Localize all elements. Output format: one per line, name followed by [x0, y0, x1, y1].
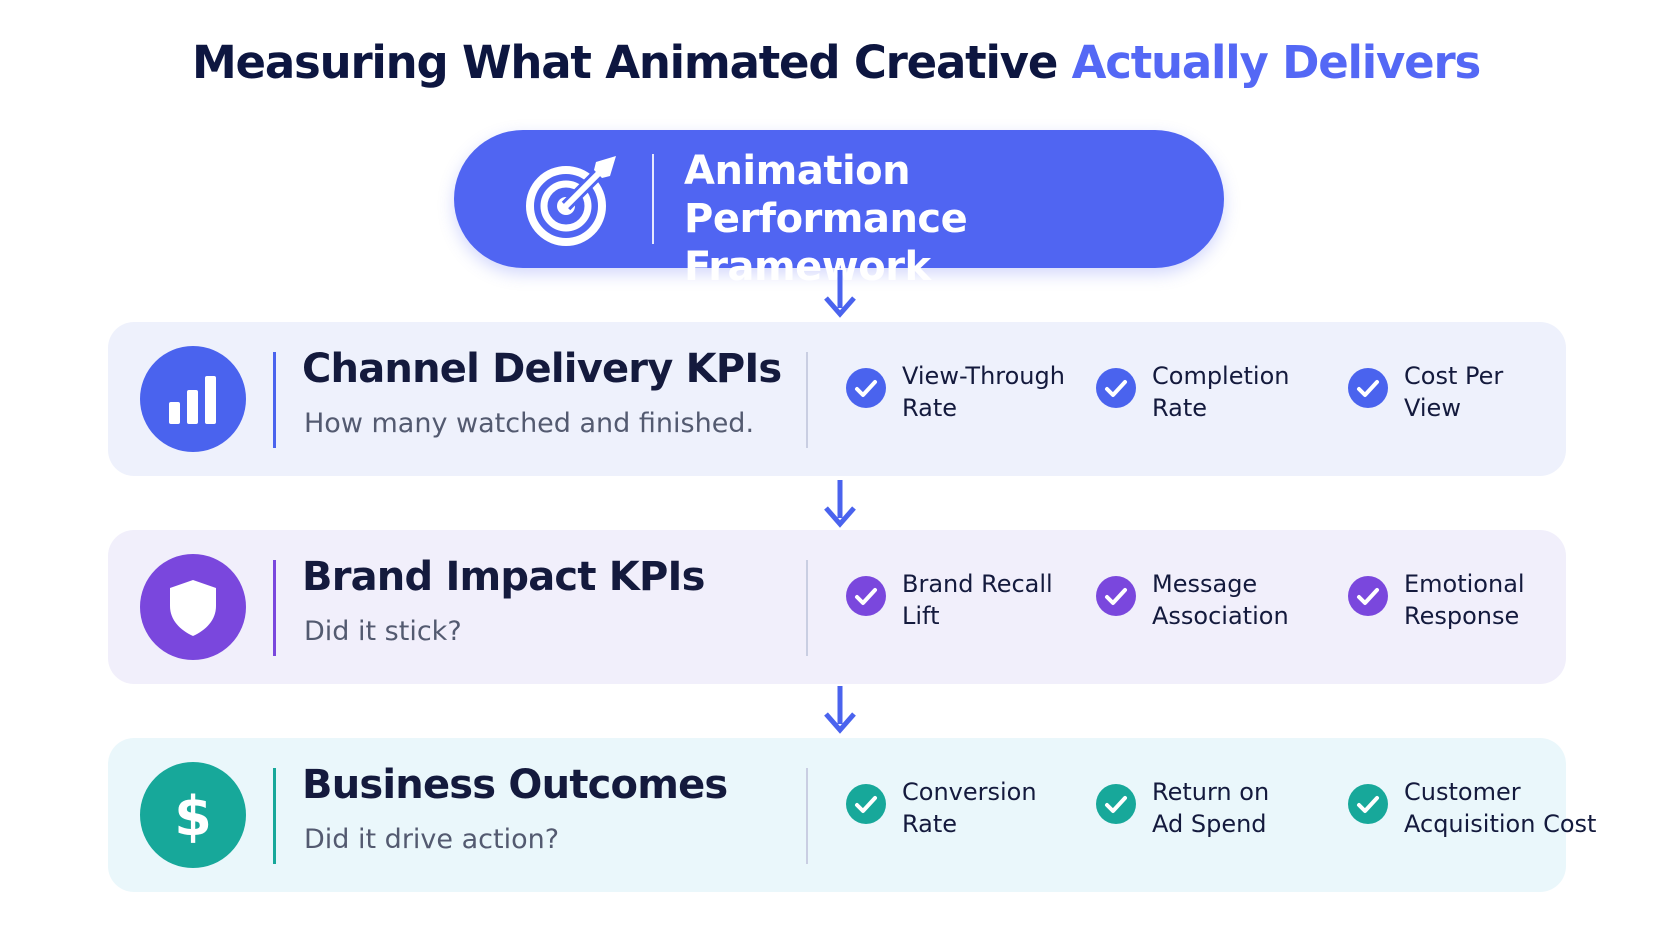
kpi-label-line: View-Through [902, 362, 1065, 390]
target-arrow-icon [526, 156, 616, 246]
check-icon [1348, 784, 1388, 824]
kpi-row-brand-impact: Brand Impact KPIs Did it stick? Brand Re… [108, 530, 1566, 684]
row-divider [273, 560, 276, 656]
svg-text:$: $ [174, 785, 212, 848]
kpi-label-line: Rate [902, 394, 958, 422]
kpi-label: Completion Rate [1152, 360, 1352, 424]
arrow-down-icon [824, 686, 856, 734]
arrow-down-icon [824, 480, 856, 528]
check-icon [1348, 576, 1388, 616]
kpi-row-channel-delivery: Channel Delivery KPIs How many watched a… [108, 322, 1566, 476]
title-main: Measuring What Animated Creative [191, 36, 1058, 89]
kpi-label: Conversion Rate [902, 776, 1102, 840]
check-icon [1096, 576, 1136, 616]
kpi-label-line: Cost Per [1404, 362, 1504, 390]
row-subtitle: Did it stick? [304, 616, 462, 647]
row-divider [806, 352, 808, 448]
kpi-label-line: Association [1152, 602, 1289, 630]
check-icon [1348, 368, 1388, 408]
page-title: Measuring What Animated Creative Actuall… [0, 36, 1672, 89]
kpi-label-line: Customer [1404, 778, 1521, 806]
check-icon [846, 784, 886, 824]
arrow-down-icon [824, 270, 856, 318]
kpi-label-line: Rate [902, 810, 958, 838]
bar-chart-icon [140, 346, 246, 452]
title-accent: Actually Delivers [1071, 36, 1482, 89]
kpi-label: Brand Recall Lift [902, 568, 1102, 632]
kpi-label: View-Through Rate [902, 360, 1102, 424]
row-subtitle: Did it drive action? [304, 824, 560, 855]
kpi-label: Cost Per View [1404, 360, 1614, 424]
row-divider [806, 768, 808, 864]
kpi-label-line: Message [1152, 570, 1258, 598]
shield-icon [140, 554, 246, 660]
framework-title-line2: Framework [684, 244, 931, 290]
check-icon [1096, 368, 1136, 408]
kpi-label-line: Ad Spend [1152, 810, 1267, 838]
kpi-label-line: Return on [1152, 778, 1270, 806]
framework-banner: Animation Performance Framework [454, 130, 1224, 290]
row-title: Brand Impact KPIs [302, 554, 705, 600]
kpi-label-line: Brand Recall [902, 570, 1053, 598]
kpi-label: Message Association [1152, 568, 1352, 632]
kpi-label-line: Rate [1152, 394, 1208, 422]
kpi-label-line: Lift [902, 602, 940, 630]
row-title: Channel Delivery KPIs [302, 346, 782, 392]
framework-title: Animation Performance Framework [684, 147, 1204, 291]
kpi-label-line: Acquisition Cost [1404, 810, 1597, 838]
kpi-row-business-outcomes: $ Business Outcomes Did it drive action?… [108, 738, 1596, 892]
check-icon [1096, 784, 1136, 824]
row-divider [273, 768, 276, 864]
check-icon [846, 576, 886, 616]
row-divider [273, 352, 276, 448]
kpi-label-line: View [1404, 394, 1461, 422]
check-icon [846, 368, 886, 408]
framework-title-line1: Animation Performance [684, 148, 968, 242]
row-subtitle: How many watched and finished. [304, 408, 755, 439]
dollar-icon: $ [140, 762, 246, 868]
banner-divider [652, 154, 654, 244]
kpi-label: Return on Ad Spend [1152, 776, 1352, 840]
kpi-label-line: Emotional [1404, 570, 1525, 598]
kpi-label-line: Response [1404, 602, 1520, 630]
kpi-label: Customer Acquisition Cost [1404, 776, 1614, 840]
kpi-label-line: Conversion [902, 778, 1037, 806]
kpi-label-line: Completion [1152, 362, 1290, 390]
row-divider [806, 560, 808, 656]
kpi-label: Emotional Response [1404, 568, 1614, 632]
row-title: Business Outcomes [302, 762, 728, 808]
